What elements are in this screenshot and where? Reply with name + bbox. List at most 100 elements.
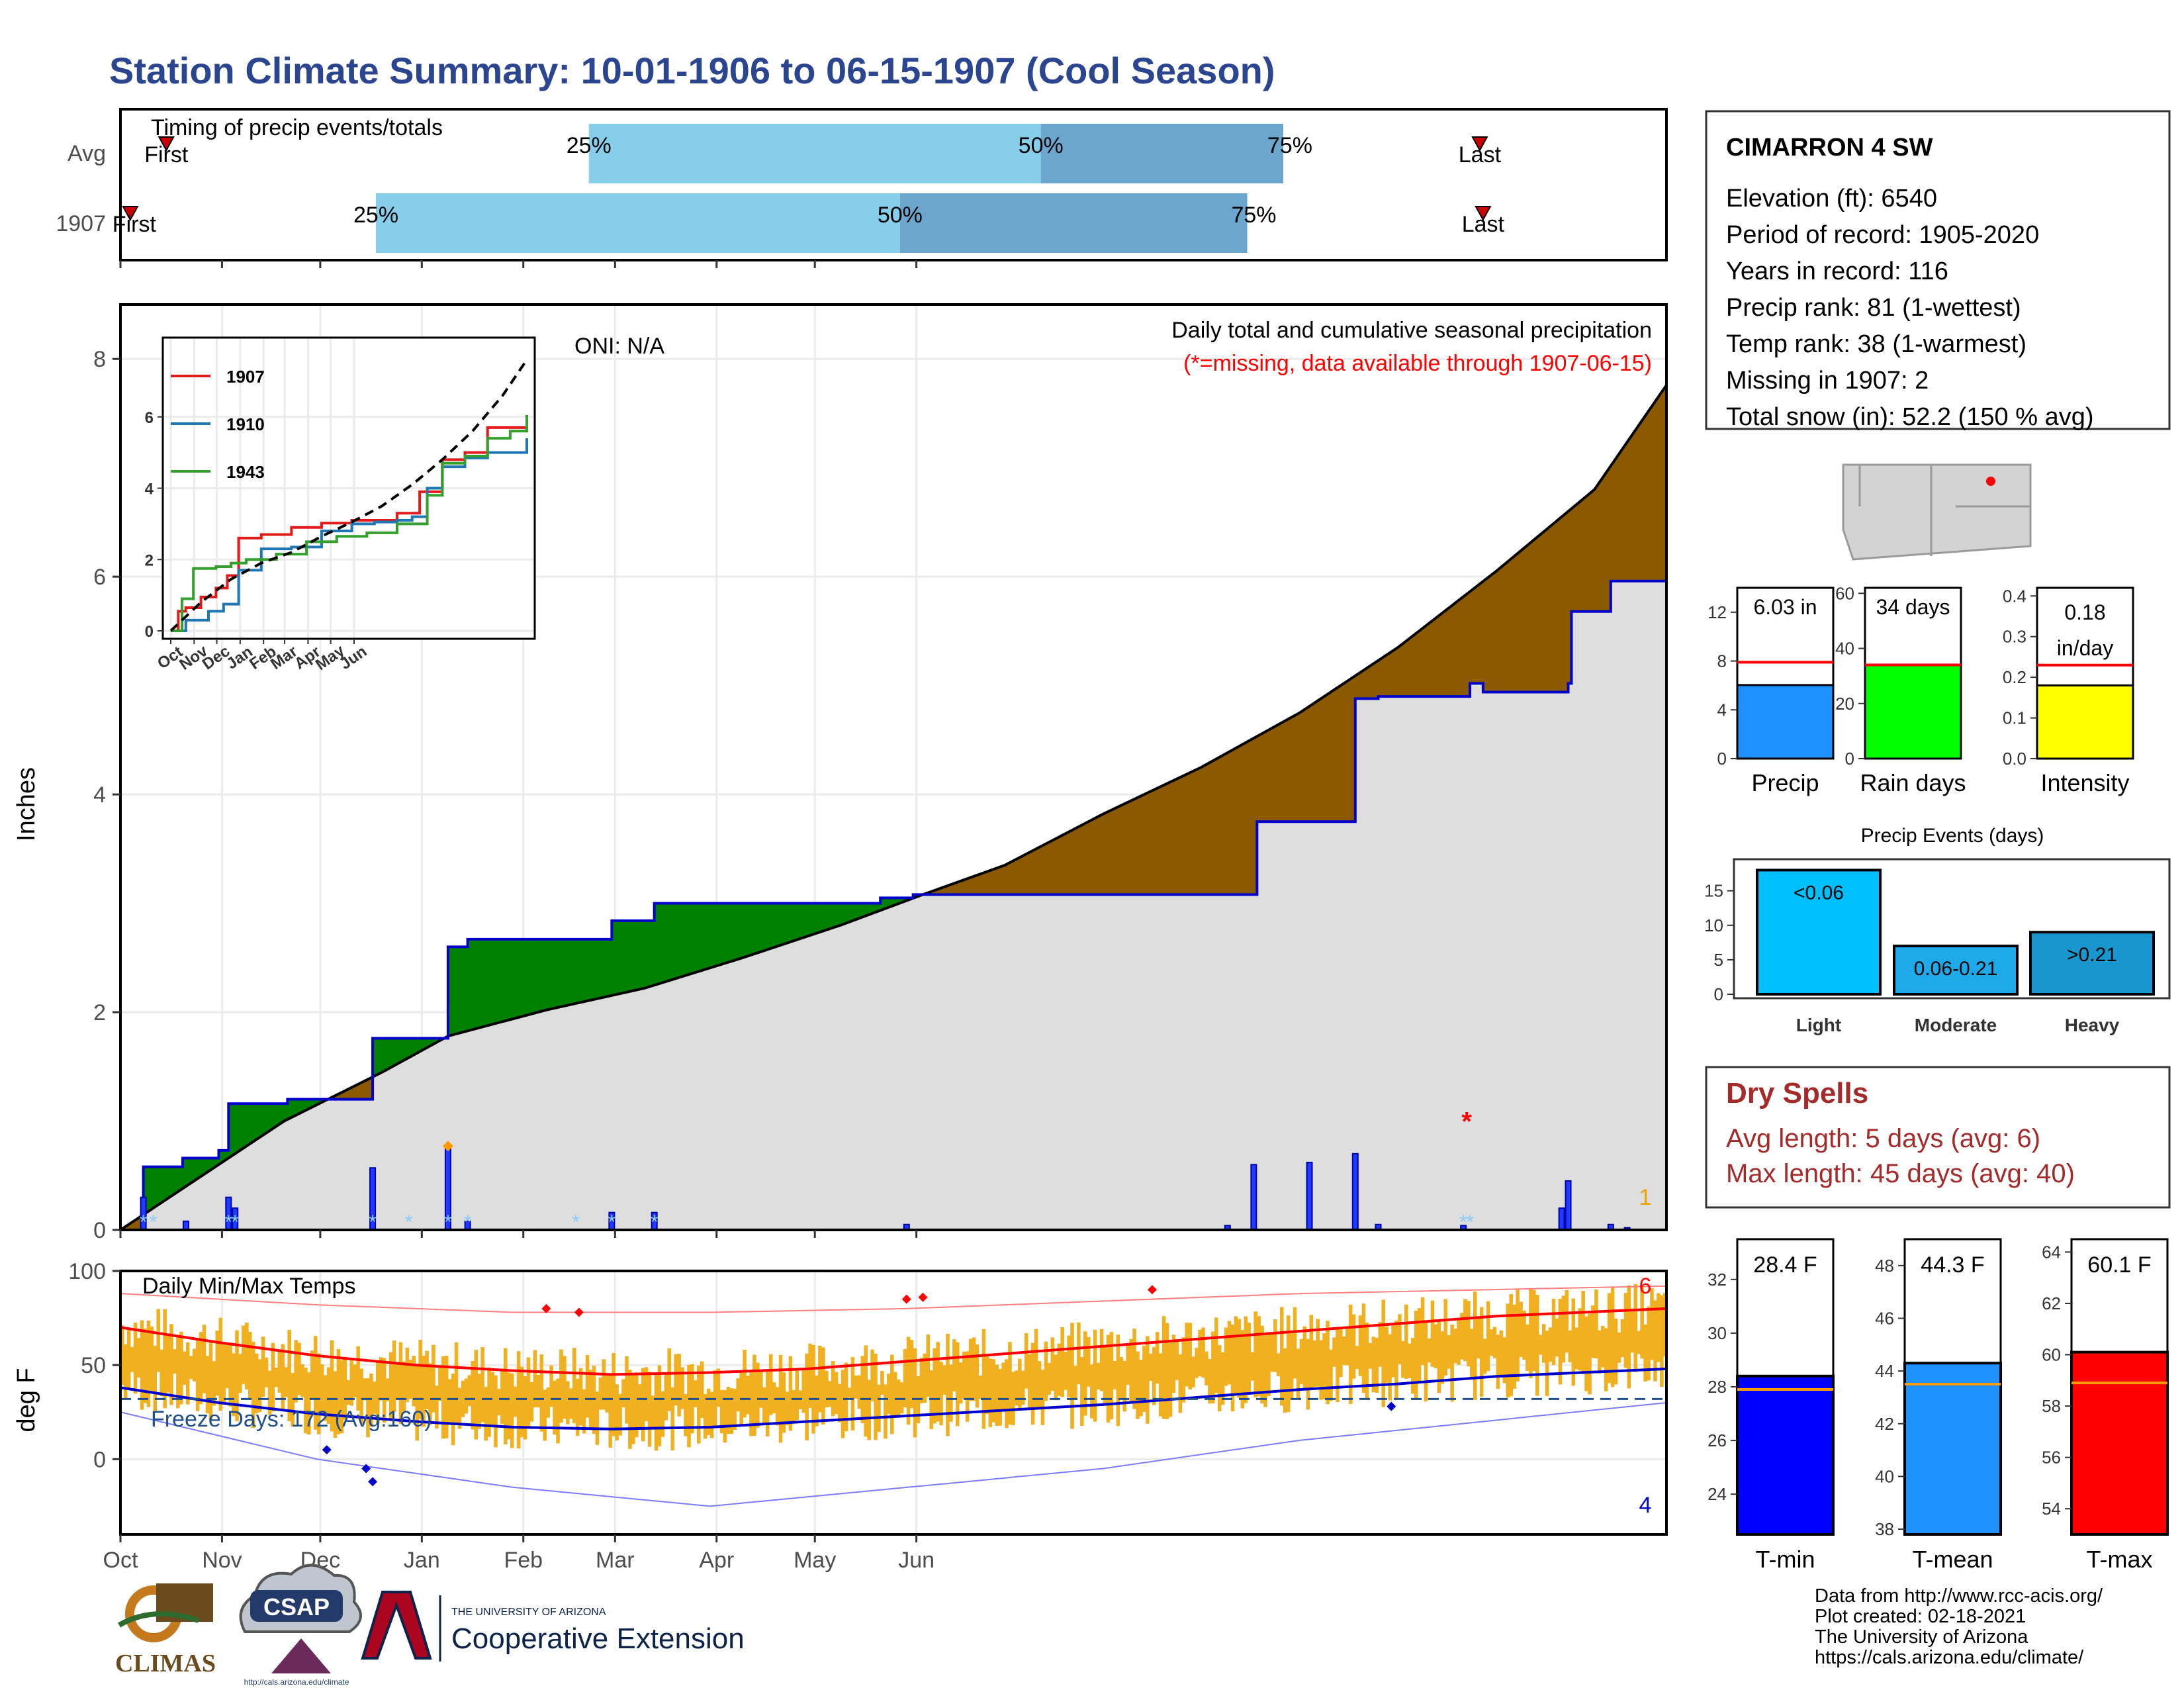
daily-temp-bar (1463, 1299, 1467, 1362)
daily-temp-bar (395, 1362, 400, 1399)
daily-temp-bar (618, 1393, 622, 1436)
temp-mini-ytick-label-0-2: 28 (1707, 1377, 1727, 1397)
daily-temp-bar (913, 1348, 917, 1438)
record-low-marker-2 (368, 1477, 378, 1487)
snow-marker-6: * (444, 1211, 452, 1233)
daily-temp-bar (674, 1354, 678, 1406)
events-ytick-label-3: 15 (1704, 881, 1723, 901)
daily-temp-bar (1073, 1366, 1077, 1401)
daily-temp-bar (140, 1320, 144, 1410)
daily-temp-bar (1633, 1284, 1638, 1372)
daily-temp-bar (1188, 1323, 1192, 1389)
daily-temp-bar (811, 1344, 815, 1434)
daily-temp-bar (1574, 1327, 1578, 1370)
record-max-count: 6 (1639, 1274, 1652, 1299)
daily-temp-bar (1011, 1372, 1015, 1425)
snow-marker-11: * (1459, 1211, 1467, 1233)
mini-ytick-label-2-3: 0.3 (2003, 627, 2026, 647)
daily-temp-bar (965, 1351, 970, 1422)
daily-temp-bar (159, 1349, 163, 1397)
mini-ytick-label-0-2: 8 (1717, 651, 1727, 671)
daily-temp-bar (1398, 1314, 1402, 1364)
daily-temp-bar (1647, 1306, 1651, 1381)
snow-marker-9: * (608, 1211, 616, 1233)
ua-logo: THE UNIVERSITY OF ARIZONA Cooperative Ex… (361, 1591, 745, 1662)
snow-marker-0: * (140, 1211, 148, 1233)
daily-temp-bar (1077, 1322, 1081, 1385)
daily-temp-bar (1149, 1353, 1153, 1382)
daily-temp-bar (854, 1376, 858, 1399)
daily-temp-bar (412, 1355, 416, 1407)
daily-temp-bar (1286, 1315, 1291, 1413)
daily-temp-bar (792, 1389, 796, 1423)
daily-temp-bar (388, 1352, 393, 1420)
daily-temp-bar (379, 1357, 383, 1401)
daily-temp-bar (585, 1355, 590, 1418)
daily-temp-bar (1506, 1303, 1510, 1398)
snow-marker-12: * (1466, 1211, 1474, 1233)
daily-temp-bar (523, 1376, 527, 1440)
daily-temp-bar (467, 1375, 472, 1407)
daily-temp-bar (1378, 1322, 1383, 1367)
daily-temp-bar (1486, 1301, 1490, 1372)
timing-avg-q75: 75% (1267, 133, 1312, 158)
daily-temp-bar (719, 1389, 724, 1434)
record-max-line (120, 1285, 1667, 1313)
daily-temp-bar (1087, 1336, 1091, 1387)
daily-temp-bar (1227, 1321, 1232, 1385)
snow-marker-7: * (464, 1211, 472, 1233)
daily-temp-bar (215, 1331, 220, 1396)
daily-temp-bar (899, 1382, 904, 1414)
record-low-marker-0 (322, 1445, 332, 1455)
inset-legend: 1907 1910 1943 (171, 367, 265, 482)
daily-temp-bar (520, 1366, 524, 1438)
temp-mini-ytick-label-0-1: 26 (1707, 1430, 1727, 1450)
temp-mini-label-0: T-min (1756, 1546, 1815, 1573)
daily-precip-bar-13 (1351, 1152, 1359, 1231)
daily-temp-bar (222, 1343, 226, 1403)
daily-temp-bar (837, 1383, 842, 1423)
snow-marker-2: * (224, 1211, 232, 1233)
daily-temp-bar (906, 1336, 911, 1425)
daily-temp-bar (1030, 1342, 1035, 1425)
daily-temp-bar (212, 1361, 216, 1406)
daily-temp-bar (697, 1366, 701, 1444)
daily-temp-bar (1427, 1338, 1432, 1363)
events-bar-text-1: 0.06-0.21 (1914, 958, 1998, 980)
daily-temp-bar (1001, 1362, 1005, 1411)
daily-temp-bar (1598, 1330, 1602, 1374)
missing-note: (*=missing, data available through 1907-… (1183, 351, 1652, 376)
daily-temp-bar (1270, 1332, 1274, 1372)
precip-frame (119, 303, 1668, 1231)
daily-precip-bar-11 (1250, 1164, 1257, 1231)
daily-temp-bar (995, 1364, 999, 1426)
station-line-0: Elevation (ft): 6540 (1726, 185, 1937, 212)
temp-mini-ytick-label-1-1: 40 (1875, 1466, 1894, 1486)
daily-temp-bar (743, 1350, 747, 1418)
events-bar-label-2: Heavy (2065, 1015, 2120, 1035)
temp-mini-value-1: 44.3 F (1921, 1252, 1984, 1278)
timing-bar-q50-q75-1 (899, 193, 1248, 253)
daily-temp-bar (451, 1374, 455, 1446)
daily-temp-bar (975, 1344, 979, 1408)
daily-temp-bar (670, 1387, 675, 1451)
timing-1907-first-label: First (113, 212, 157, 237)
daily-temp-bar (647, 1372, 652, 1447)
daily-temp-bar (762, 1387, 766, 1425)
daily-temp-bar (1329, 1349, 1333, 1401)
daily-temp-bar (1551, 1298, 1556, 1366)
daily-temp-bar (1381, 1299, 1385, 1407)
events-bar-text-2: >0.21 (2067, 944, 2117, 966)
daily-temp-bar (867, 1380, 871, 1440)
timing-1907-q50: 50% (878, 203, 923, 228)
daily-temp-bar (962, 1351, 966, 1399)
daily-temp-bar (815, 1376, 819, 1427)
events-bar-1 (1893, 945, 2019, 996)
station-line-4: Temp rank: 38 (1-warmest) (1726, 330, 2026, 358)
daily-temp-bar (1443, 1299, 1448, 1376)
daily-temp-bar (1146, 1336, 1150, 1424)
daily-temp-bar (1623, 1293, 1628, 1368)
daily-temp-bar (582, 1389, 586, 1434)
daily-temp-bar (1332, 1337, 1336, 1367)
footer-line-0: Data from http://www.rcc-acis.org/ (1815, 1585, 2103, 1607)
